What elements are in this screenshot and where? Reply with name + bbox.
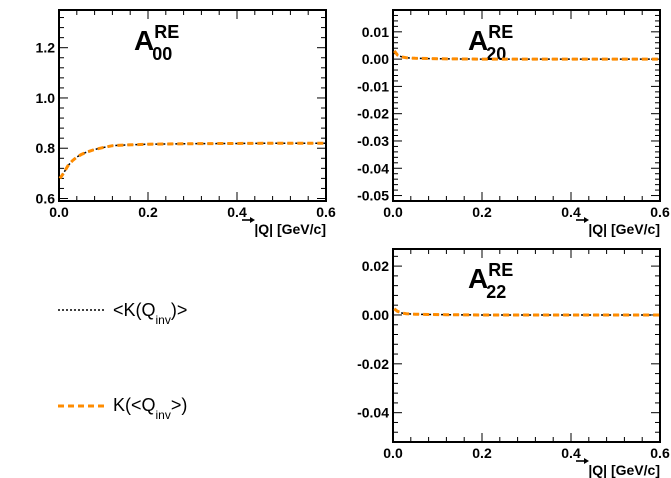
- y-tick-label-0-6: 0.6: [36, 190, 56, 206]
- panel-a22: 0.0 0.2 0.4 0.6 -0.04 -0.02 0.00 0.02 |Q| [GeV/c…: [357, 248, 670, 478]
- y-tick-label-0-8: 0.8: [36, 140, 56, 156]
- y-tick-label-0-04: -0.04: [357, 160, 389, 176]
- plot-frame: [392, 9, 661, 202]
- x-tick-label-0-6: 0.6: [316, 204, 336, 220]
- legend-label-dashed: K(<Qinv>): [113, 395, 187, 422]
- y-tick-label-0-04: -0.04: [357, 405, 389, 421]
- legend: <K(Qinv)> K(<Qinv>): [58, 300, 187, 422]
- plot-frame: [58, 9, 327, 202]
- y-tick-label-1-0: 1.0: [36, 90, 56, 106]
- x-axis-label: |Q| [GeV/c]: [588, 221, 660, 237]
- y-tick-label-0-02: 0.02: [362, 258, 389, 274]
- x-tick-label-0-0: 0.0: [383, 445, 403, 461]
- vector-arrow-head-icon: [584, 458, 589, 464]
- series-line-dashed: [58, 141, 326, 180]
- vector-arrow-head-icon: [250, 217, 255, 223]
- panel-a20: 0.0 0.2 0.4 0.6 -0.05 -0.04 -0.03 -0.02 -0.01 0.0…: [357, 9, 670, 237]
- x-tick-label-0-4: 0.4: [561, 445, 581, 461]
- x-axis-label: |Q| [GeV/c]: [254, 221, 326, 237]
- panel-title: ARE 00: [134, 22, 179, 64]
- panel-a00: 0.0 0.2 0.4 0.6 0.6 0.8 1.0 1.2 |Q| [GeV/c] ARE 00: [36, 9, 336, 237]
- x-tick-label-0-4: 0.4: [561, 204, 581, 220]
- y-tick-label-0-01: -0.01: [357, 78, 389, 94]
- x-tick-label-0-0: 0.0: [383, 204, 403, 220]
- y-tick-label-0-01: 0.01: [362, 24, 389, 40]
- vector-arrow-head-icon: [584, 217, 589, 223]
- y-tick-label-0-02: -0.02: [357, 106, 389, 122]
- x-axis-label: |Q| [GeV/c]: [588, 462, 660, 478]
- plot-frame: [392, 248, 661, 443]
- y-tick-label-0-05: -0.05: [357, 188, 389, 204]
- series-line-dashed: [393, 307, 660, 317]
- x-tick-label-0-4: 0.4: [227, 204, 247, 220]
- y-tick-label-1-2: 1.2: [36, 40, 56, 56]
- y-tick-label-0-00: 0.00: [362, 307, 389, 323]
- legend-label-dotted: <K(Qinv)>: [113, 300, 187, 327]
- x-tick-label-0-2: 0.2: [472, 445, 492, 461]
- series-line-dashed: [393, 50, 660, 61]
- x-tick-label-0-0: 0.0: [49, 204, 69, 220]
- y-tick-label-0-02: -0.02: [357, 356, 389, 372]
- panel-title: ARE 22: [468, 260, 513, 302]
- x-tick-label-0-6: 0.6: [650, 204, 670, 220]
- x-tick-label-0-2: 0.2: [472, 204, 492, 220]
- x-tick-label-0-2: 0.2: [138, 204, 158, 220]
- y-tick-label-0-00: 0.00: [362, 51, 389, 67]
- y-tick-label-0-03: -0.03: [357, 133, 389, 149]
- x-tick-label-0-6: 0.6: [650, 445, 670, 461]
